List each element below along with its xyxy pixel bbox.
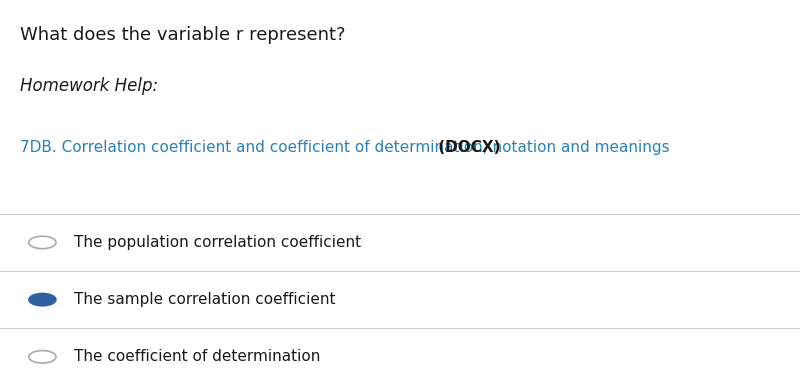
Text: The population correlation coefficient: The population correlation coefficient — [74, 235, 362, 250]
Circle shape — [29, 351, 56, 363]
Text: The coefficient of determination: The coefficient of determination — [74, 349, 321, 364]
Text: (DOCX): (DOCX) — [434, 140, 501, 155]
Text: 7DB. Correlation coefficient and coefficient of determination, notation and mean: 7DB. Correlation coefficient and coeffic… — [20, 140, 670, 155]
Circle shape — [29, 236, 56, 249]
Circle shape — [29, 293, 56, 306]
Text: Homework Help:: Homework Help: — [20, 77, 158, 96]
Text: What does the variable r represent?: What does the variable r represent? — [20, 26, 346, 44]
Text: The sample correlation coefficient: The sample correlation coefficient — [74, 292, 336, 307]
